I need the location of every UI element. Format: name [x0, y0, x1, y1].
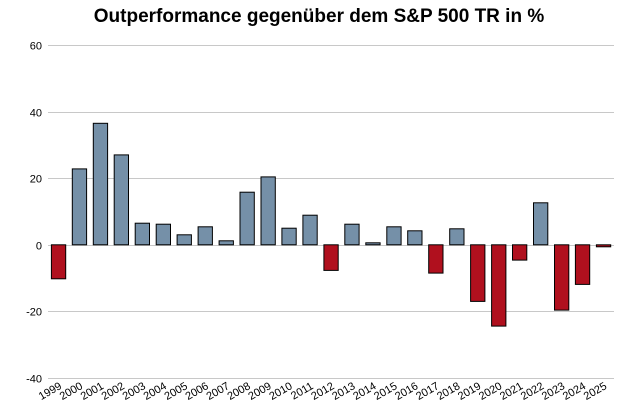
bar-2007 — [218, 240, 234, 246]
grid-lines — [48, 45, 614, 379]
bar-2009 — [260, 176, 276, 246]
bar-2016 — [407, 230, 423, 246]
bar-2010 — [281, 227, 297, 246]
y-tick-label: 60 — [30, 41, 42, 53]
bar-2008 — [239, 191, 255, 246]
bar-2022 — [533, 202, 549, 246]
bar-2005 — [176, 234, 192, 246]
bar-1999 — [50, 244, 67, 280]
bar-2024 — [574, 244, 591, 285]
bar-2013 — [344, 223, 360, 246]
bar-2004 — [155, 223, 171, 246]
bar-2003 — [134, 222, 150, 246]
x-axis-ticks: 1999200020012002200320042005200620072008… — [37, 380, 609, 403]
bar-2001 — [92, 122, 109, 246]
bar-2011 — [302, 214, 318, 246]
bar-2020 — [491, 244, 507, 327]
bar-2023 — [554, 244, 570, 311]
bars — [50, 122, 612, 327]
y-tick-label: -20 — [26, 307, 42, 319]
bar-2018 — [449, 228, 465, 246]
bar-2019 — [470, 244, 486, 302]
bar-2012 — [323, 244, 339, 271]
x-tick-label: 2025 — [582, 380, 609, 403]
chart-title: Outperformance gegenüber dem S&P 500 TR … — [94, 6, 545, 27]
bar-2015 — [386, 226, 402, 246]
bar-2000 — [71, 168, 88, 246]
y-tick-label: 20 — [30, 174, 42, 186]
bar-2017 — [428, 244, 444, 274]
bar-2025 — [595, 244, 612, 248]
y-tick-label: 40 — [30, 108, 42, 120]
bar-2014 — [365, 242, 381, 246]
bar-2021 — [512, 244, 528, 261]
bar-2006 — [197, 226, 213, 246]
y-tick-label: 0 — [36, 241, 42, 253]
bar-2002 — [113, 154, 129, 246]
y-tick-label: -40 — [26, 374, 42, 386]
y-axis-ticks: 60 40 20 0 -20 -40 — [26, 41, 42, 386]
